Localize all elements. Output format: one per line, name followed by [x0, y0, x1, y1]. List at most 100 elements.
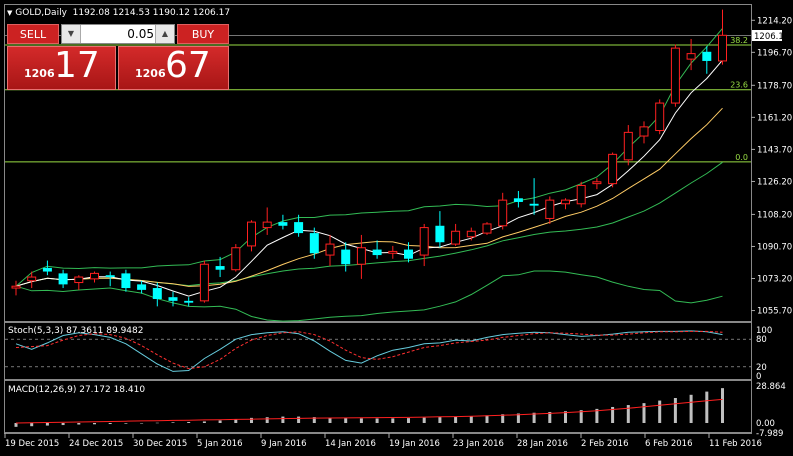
candle: [576, 181, 586, 208]
candle-body: [639, 126, 649, 137]
macd-histogram-bar: [705, 391, 709, 423]
stoch-label: Stoch(5,3,3) 87.3611 89.9482: [8, 326, 144, 336]
candle: [199, 260, 209, 303]
price-label: 1073.20: [757, 275, 792, 285]
macd-histogram-bar: [45, 423, 49, 426]
fib-level-label: 23.6: [730, 81, 748, 90]
candlesticks[interactable]: [11, 9, 727, 307]
candle-body: [278, 222, 288, 226]
bollinger-lower-line: [15, 270, 723, 322]
stoch-axis-label: 100: [756, 326, 772, 336]
macd-histogram-bar: [595, 408, 599, 423]
candle-body: [105, 275, 115, 278]
buy-price-box[interactable]: 1206 67: [118, 45, 229, 90]
candle-body: [702, 51, 712, 61]
date-label: 19 Dec 2015: [5, 439, 59, 449]
macd-histogram-bar: [124, 423, 128, 424]
candle-body: [608, 153, 618, 185]
date-label: 11 Feb 2016: [709, 439, 762, 449]
candle: [215, 256, 225, 278]
fibonacci-levels[interactable]: 38.2 23.6 0.0: [5, 36, 751, 163]
macd-histogram-bar: [579, 410, 583, 423]
candle-body: [58, 273, 68, 285]
candle: [545, 196, 555, 224]
candle-body: [529, 203, 539, 206]
candle-body: [451, 230, 461, 245]
candle-body: [718, 34, 727, 62]
candle: [592, 178, 602, 190]
lot-decrease-icon[interactable]: ▼: [62, 25, 81, 43]
price-label: 1214.20: [757, 16, 792, 26]
price-label: 1055.70: [757, 307, 792, 317]
candle: [623, 125, 633, 166]
candle-body: [686, 53, 696, 60]
candle-body: [404, 249, 413, 259]
macd-histogram-bar: [673, 398, 677, 423]
price-label: 1161.20: [757, 113, 792, 123]
candle-body: [294, 222, 304, 234]
macd-histogram-bar: [501, 414, 505, 423]
macd-histogram-bar: [721, 388, 724, 423]
macd-histogram-bar: [265, 417, 269, 423]
collapse-arrow-icon[interactable]: ▼: [7, 9, 13, 17]
candle-body: [513, 198, 523, 202]
price-label: 1090.70: [757, 242, 792, 252]
candle-body: [231, 247, 241, 271]
candle: [121, 269, 131, 292]
candle: [42, 260, 52, 276]
candle: [309, 227, 319, 259]
macd-histogram-bar: [564, 411, 567, 423]
candle: [419, 223, 429, 267]
macd-histogram-bar: [328, 417, 332, 423]
candle-body: [356, 247, 366, 265]
ohlc-label: 1192.08 1214.53 1190.12 1206.17: [72, 8, 231, 18]
lot-increase-icon[interactable]: ▲: [155, 25, 174, 43]
sell-price-box[interactable]: 1206 17: [7, 45, 116, 90]
sell-price-prefix: 1206: [24, 67, 55, 80]
candle: [702, 46, 712, 74]
macd-histogram-bar: [438, 417, 442, 423]
macd-histogram-bar: [642, 403, 646, 423]
lot-size-stepper[interactable]: ▼ ▲: [61, 24, 175, 44]
macd-histogram-bar: [454, 416, 458, 423]
sell-button[interactable]: SELL: [7, 24, 59, 44]
macd-axis-label: 28.864: [756, 382, 786, 392]
stoch-axis-label: 80: [756, 335, 767, 345]
candle: [262, 207, 272, 235]
candle-body: [498, 199, 508, 227]
date-label: 5 Jan 2016: [197, 439, 243, 449]
macd-histogram-bar: [297, 416, 301, 423]
chart-header: ▼ GOLD,Daily 1192.08 1214.53 1190.12 120…: [7, 8, 230, 18]
macd-histogram-bar: [250, 417, 253, 423]
candle: [294, 214, 304, 237]
candle: [341, 242, 351, 272]
macd-histogram-bar: [77, 423, 81, 425]
macd-histogram-bar: [626, 405, 630, 423]
macd-axis-label: -7.989: [756, 429, 783, 439]
lot-size-input[interactable]: [82, 26, 154, 42]
candle: [11, 280, 21, 296]
candle: [513, 190, 523, 208]
macd-indicator: [14, 388, 724, 427]
macd-axis-label: 0.00: [756, 419, 775, 429]
moving-averages: [15, 59, 723, 297]
candle-body: [215, 266, 225, 270]
candle: [184, 297, 194, 307]
candle-body: [152, 288, 162, 300]
candle-body: [325, 243, 335, 256]
buy-button[interactable]: BUY: [177, 24, 229, 44]
candle: [168, 291, 178, 307]
candle-body: [247, 221, 256, 247]
candle-body: [592, 181, 602, 185]
macd-signal-line: [15, 398, 723, 424]
candle-body: [121, 273, 131, 289]
candle-body: [184, 300, 194, 303]
macd-histogram-bar: [532, 412, 536, 423]
price-label: 1108.20: [757, 210, 792, 220]
candle-body: [623, 131, 633, 161]
macd-histogram-bar: [108, 423, 112, 425]
macd-histogram-bar: [281, 416, 285, 423]
macd-histogram-bar: [171, 422, 175, 423]
price-label: 1126.20: [757, 177, 792, 187]
